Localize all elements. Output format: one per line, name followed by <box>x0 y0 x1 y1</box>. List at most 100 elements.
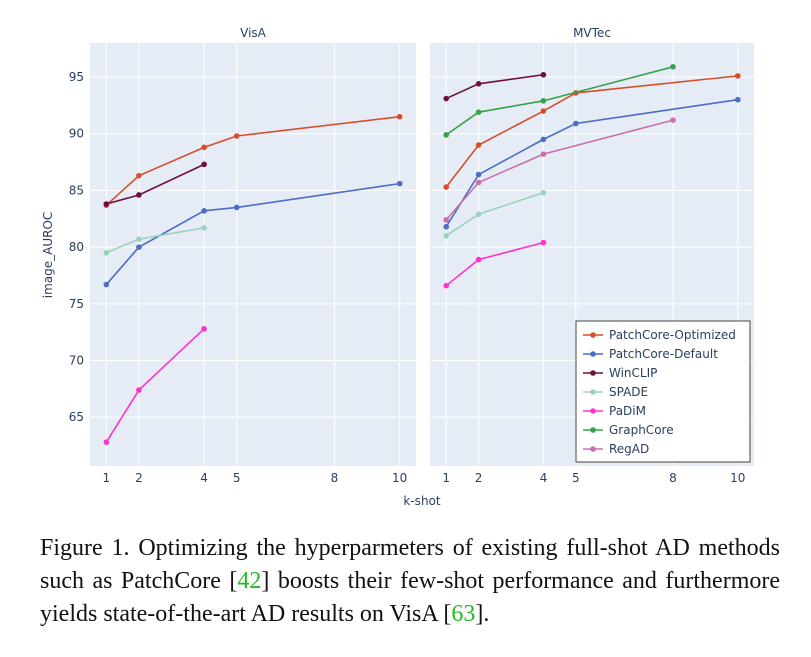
y-tick-label: 90 <box>69 127 84 141</box>
legend-item: SPADE <box>583 385 648 399</box>
data-point <box>233 133 240 139</box>
data-point <box>540 151 547 157</box>
data-point <box>443 232 450 239</box>
data-point <box>103 281 110 288</box>
data-point <box>136 387 142 393</box>
data-point <box>540 71 547 78</box>
legend-item: PatchCore-Optimized <box>583 328 736 342</box>
data-point <box>201 144 207 151</box>
y-tick-label: 75 <box>69 297 84 311</box>
data-point <box>201 325 207 332</box>
y-tick-label: 65 <box>69 410 84 424</box>
data-point <box>475 109 482 115</box>
legend-swatch-marker <box>590 332 596 338</box>
x-tick-label: 8 <box>331 471 339 485</box>
data-point <box>540 108 547 114</box>
legend-item: PatchCore-Default <box>583 347 718 361</box>
series-line <box>445 66 674 136</box>
data-point <box>475 171 482 178</box>
data-point <box>540 239 547 246</box>
legend-label: PaDiM <box>609 404 646 418</box>
data-point <box>540 98 547 104</box>
legend-swatch-marker <box>590 408 596 414</box>
data-point <box>103 201 110 207</box>
legend-label: PatchCore-Optimized <box>609 328 736 342</box>
series-padim <box>443 239 547 289</box>
series-patchcore-optimized <box>443 73 741 190</box>
citation-link-42[interactable]: 42 <box>237 568 262 594</box>
data-point <box>103 439 110 445</box>
legend-swatch-marker <box>590 446 596 452</box>
data-point <box>443 95 450 102</box>
data-point <box>475 256 482 263</box>
data-point <box>475 81 482 87</box>
x-tick-label: 1 <box>442 471 450 485</box>
citation-link-63[interactable]: 63 <box>451 601 476 627</box>
data-point <box>735 96 741 103</box>
data-point <box>396 180 403 187</box>
data-point <box>136 236 142 242</box>
caption-text-start: Figure 1. Optimizing the hyperparmeters … <box>40 535 780 594</box>
figure-chart: 1 2 4 5 8 10 65 70 75 80 85 90 95 VisA 1 2 4 5 8 10 MVTec im… <box>41 26 754 508</box>
x-tick-label: 5 <box>572 471 580 485</box>
legend-swatch-marker <box>590 427 596 433</box>
data-point <box>136 192 142 198</box>
data-point <box>443 282 450 289</box>
legend-item: WinCLIP <box>583 366 657 380</box>
legend: PatchCore-Optimized PatchCore-Default WinC… <box>575 320 751 463</box>
legend-label: WinCLIP <box>609 366 657 380</box>
x-tick-label: 2 <box>475 471 483 485</box>
legend-swatch-marker <box>590 389 596 395</box>
panel-title: VisA <box>240 26 267 40</box>
x-tick-label: 10 <box>392 471 407 485</box>
series-graphcore <box>443 64 676 138</box>
y-tick-label: 80 <box>69 240 84 254</box>
series-line <box>445 119 674 221</box>
y-tick-label: 70 <box>69 354 84 368</box>
x-tick-label: 8 <box>669 471 677 485</box>
data-point <box>475 142 482 148</box>
legend-label: GraphCore <box>609 423 674 437</box>
y-axis-label: image_AUROC <box>41 212 55 299</box>
data-point <box>443 184 450 190</box>
data-point <box>670 64 676 70</box>
series-winclip <box>443 71 547 102</box>
series-regad <box>443 117 676 223</box>
legend-item: RegAD <box>583 442 649 456</box>
figure-caption: Figure 1. Optimizing the hyperparmeters … <box>40 532 780 631</box>
x-tick-label: 4 <box>540 471 548 485</box>
panel-title: MVTec <box>573 26 611 40</box>
data-point <box>443 223 450 230</box>
data-point <box>233 204 240 211</box>
series-winclip <box>103 161 207 207</box>
legend-label: RegAD <box>609 442 649 456</box>
legend-swatch-marker <box>590 351 596 357</box>
series-padim <box>103 325 207 445</box>
legend-label: SPADE <box>609 385 648 399</box>
data-point <box>443 132 450 138</box>
data-point <box>735 73 741 79</box>
data-point <box>443 217 450 223</box>
data-point <box>201 208 207 214</box>
data-point <box>201 161 207 168</box>
x-tick-label: 2 <box>135 471 143 485</box>
legend-swatch-marker <box>590 370 596 376</box>
data-point <box>540 189 547 196</box>
x-tick-label: 10 <box>730 471 745 485</box>
legend-label: PatchCore-Default <box>609 347 718 361</box>
data-point <box>573 120 579 127</box>
data-point <box>540 136 547 143</box>
data-point <box>475 179 482 186</box>
y-tick-label: 85 <box>69 183 84 197</box>
x-tick-label: 5 <box>233 471 241 485</box>
panel-visa: 1 2 4 5 8 10 65 70 75 80 85 90 95 VisA <box>69 26 416 485</box>
data-point <box>670 117 676 123</box>
series-patchcore-default <box>103 180 403 288</box>
legend-item: GraphCore <box>583 423 674 437</box>
caption-text-end: ]. <box>475 601 490 627</box>
data-point <box>103 249 110 256</box>
series-spade <box>103 225 207 256</box>
data-point <box>396 113 403 120</box>
legend-box <box>575 320 751 463</box>
x-tick-label: 1 <box>102 471 110 485</box>
